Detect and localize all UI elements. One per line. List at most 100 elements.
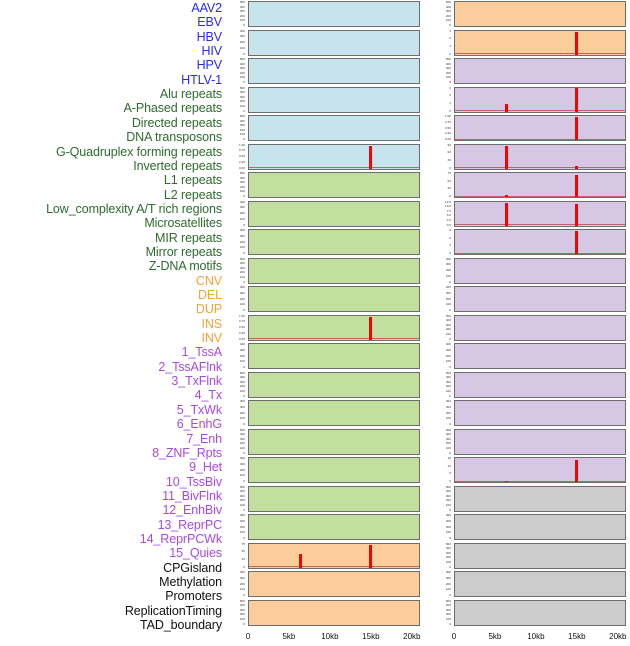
track-plot-area[interactable] <box>454 200 626 227</box>
y-axis-ticks: 400 300 200 100 0 <box>224 342 246 369</box>
y-tick-label: 300 <box>445 322 451 327</box>
y-tick-label: 0 <box>243 450 245 455</box>
track-plot-area[interactable] <box>454 172 626 198</box>
track-bar[interactable] <box>574 31 578 55</box>
y-tick-label: 6 <box>449 235 451 240</box>
y-tick-label: 0 <box>243 422 245 426</box>
track-label: TAD_boundary <box>140 618 222 633</box>
y-tick-label: 200 <box>445 581 451 586</box>
track-bar[interactable] <box>505 145 509 169</box>
track-plot-area[interactable] <box>248 229 420 255</box>
track-plot-area[interactable] <box>248 400 420 426</box>
track-label: G-Quadruplex forming repeats <box>55 144 222 159</box>
track-bar[interactable] <box>574 459 578 482</box>
track-plot-area[interactable] <box>454 229 626 255</box>
y-tick-label: 500 <box>239 598 245 603</box>
track-plot-area[interactable] <box>248 599 420 626</box>
track-plot-area[interactable] <box>248 257 420 284</box>
track-plot-area[interactable] <box>248 200 420 227</box>
track-plot-area[interactable] <box>454 29 626 56</box>
track-plot-area[interactable] <box>454 86 626 113</box>
track-plot-area[interactable] <box>454 428 626 455</box>
y-axis-ticks: 400 300 200 100 0 <box>224 200 246 227</box>
y-tick-label: 400 <box>239 61 245 66</box>
track-plot-area[interactable] <box>454 371 626 398</box>
track-plot-area[interactable] <box>454 514 626 540</box>
track-plot-area[interactable] <box>248 286 420 312</box>
track-bar[interactable] <box>574 231 578 254</box>
track-plot-area[interactable] <box>454 457 626 483</box>
y-tick-label: 500 <box>445 541 451 546</box>
track-plot-area[interactable] <box>248 86 420 113</box>
track-row: 75 50 25 0 <box>430 171 626 198</box>
track-plot-area[interactable] <box>454 343 626 369</box>
track-bar[interactable] <box>505 203 509 226</box>
y-tick-label: 0 <box>243 194 245 198</box>
track-plot-area[interactable] <box>248 115 420 141</box>
track-bar[interactable] <box>505 480 509 482</box>
track-bar[interactable] <box>574 174 578 197</box>
track-plot-area[interactable] <box>454 400 626 426</box>
y-tick-label: 0.00 <box>238 165 245 170</box>
y-tick-label: 500 <box>239 370 245 375</box>
track-row: 3 2 1 0 <box>430 29 626 56</box>
track-bar[interactable] <box>574 88 578 112</box>
track-plot-area[interactable] <box>454 542 626 569</box>
y-tick-label: 100 <box>239 45 245 50</box>
track-row: 400 300 200 100 0 <box>224 456 420 483</box>
track-plot-area[interactable] <box>248 457 420 483</box>
track-plot-area[interactable] <box>248 172 420 198</box>
track-plot-area[interactable] <box>248 485 420 512</box>
track-plot-area[interactable] <box>248 1 420 27</box>
track-bar[interactable] <box>574 117 578 140</box>
track-plot-area[interactable] <box>248 514 420 540</box>
y-tick-label: 0 <box>449 450 451 455</box>
track-plot-area[interactable] <box>248 58 420 84</box>
track-plot-area[interactable] <box>248 371 420 398</box>
y-tick-label: 100 <box>445 359 451 364</box>
track-plot-area[interactable] <box>248 571 420 597</box>
track-plot-area[interactable] <box>248 29 420 56</box>
y-axis-ticks: 500 400 300 200 100 0 <box>224 86 246 113</box>
track-plot-area[interactable] <box>454 257 626 284</box>
y-tick-label: 9 <box>449 228 451 232</box>
y-tick-label: 100 <box>239 189 245 194</box>
track-bar[interactable] <box>368 146 372 169</box>
y-tick-label: 300 <box>239 233 245 238</box>
track-bar[interactable] <box>574 166 578 169</box>
track-row: 500 400 300 200 100 0 <box>224 114 420 141</box>
track-plot-area[interactable] <box>454 485 626 512</box>
y-tick-label: 2.5 <box>446 217 451 222</box>
track-bar[interactable] <box>505 195 509 197</box>
y-tick-label: 100 <box>445 616 451 621</box>
track-bar[interactable] <box>368 317 372 340</box>
track-plot-area[interactable] <box>454 286 626 312</box>
track-plot-area[interactable] <box>454 314 626 341</box>
y-tick-label: 400 <box>445 256 451 261</box>
track-plot-area[interactable] <box>454 143 626 170</box>
y-tick-label: 400 <box>239 513 245 517</box>
track-plot-area[interactable] <box>454 571 626 597</box>
y-tick-label: 100 <box>445 18 451 23</box>
track-bar[interactable] <box>299 554 303 568</box>
y-tick-label: 300 <box>445 290 451 295</box>
track-plot-area[interactable] <box>248 343 420 369</box>
track-plot-area[interactable] <box>248 428 420 455</box>
y-tick-label: 400 <box>445 546 451 551</box>
track-plot-area[interactable] <box>454 115 626 141</box>
track-plot-area[interactable] <box>248 314 420 341</box>
track-bar[interactable] <box>574 204 578 226</box>
track-plot-area[interactable] <box>248 542 420 569</box>
track-plot-area[interactable] <box>454 1 626 27</box>
y-tick-label: 400 <box>239 456 245 460</box>
track-plot-area[interactable] <box>248 143 420 170</box>
track-label: INS <box>201 316 222 331</box>
y-tick-label: 400 <box>445 375 451 380</box>
track-plot-area[interactable] <box>454 58 626 84</box>
track-plot-area[interactable] <box>454 599 626 626</box>
track-label: 13_ReprPC <box>157 517 223 532</box>
track-bar[interactable] <box>505 103 509 112</box>
y-tick-label: 500 <box>239 57 245 61</box>
track-bar[interactable] <box>368 544 372 568</box>
track-row: 400 300 200 100 0 <box>224 285 420 312</box>
